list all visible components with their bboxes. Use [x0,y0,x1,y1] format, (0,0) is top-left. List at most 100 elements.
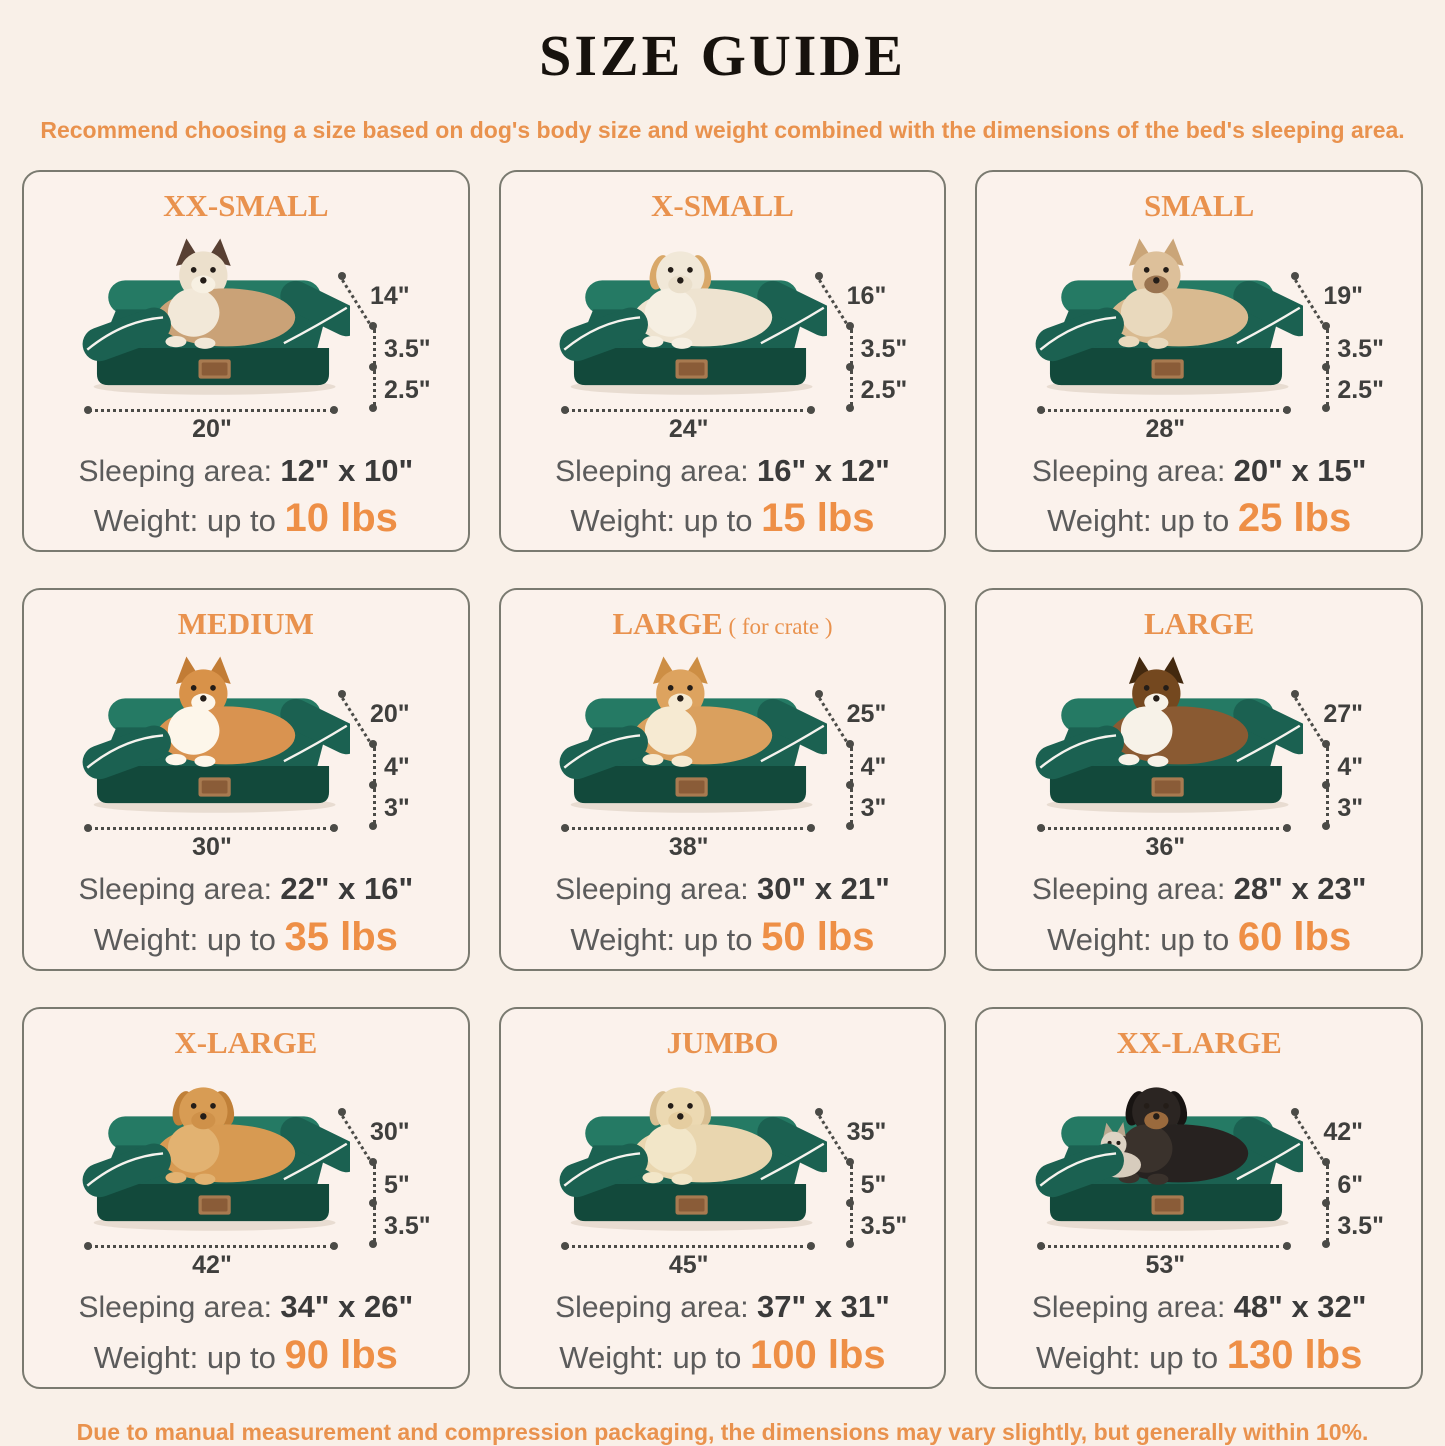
page-footer: Due to manual measurement and compressio… [0,1419,1445,1446]
size-card-title: LARGE ( for crate ) [509,606,937,642]
bed-illustration: 25" 4" 3" 38" [509,644,937,870]
dimension-dot [814,1108,823,1117]
weight-line: Weight: up to 90 lbs [32,1329,460,1381]
weight-label: Weight: [559,1340,664,1376]
weight-value: 10 lbs [284,496,398,541]
size-name: LARGE [1144,606,1255,642]
dog-bed-image [76,232,350,403]
diagonal-dimension-label: 35" [846,1118,887,1147]
weight-label: Weight: [570,921,675,957]
bed-illustration: 19" 3.5" 2.5" 28" [985,226,1413,452]
width-dimension-line [88,1245,334,1249]
sleeping-area-label: Sleeping area: [1031,1291,1226,1325]
base-height-label: 3.5" [1337,1212,1384,1241]
bolster-height-dimension-line [849,328,853,365]
width-dimension-label: 28" [1145,414,1186,443]
dimension-dot [369,362,377,371]
dimension-dot [84,405,92,414]
sleeping-area-label: Sleeping area: [78,873,272,907]
sleeping-area-label: Sleeping area: [555,1291,749,1325]
base-height-label: 2.5" [860,375,908,404]
dimension-dot [814,690,823,699]
width-dimension-line [1041,1245,1288,1249]
dimension-dot [369,403,377,412]
weight-value: 100 lbs [750,1333,886,1378]
sleeping-area-line: Sleeping area: 30" x 21" [509,870,937,909]
width-dimension-label: 45" [668,1251,709,1280]
sleeping-area-label: Sleeping area: [555,873,749,907]
diagonal-dimension-label: 25" [846,700,887,729]
dog-bed-image [553,650,827,821]
weight-label: Weight: [93,1340,199,1376]
dimension-dot [1322,740,1331,749]
width-dimension-line [564,408,811,412]
width-dimension-label: 24" [668,414,709,443]
bolster-height-dimension-line [1326,747,1330,784]
base-height-dimension-line [1326,369,1330,406]
sleeping-area-line: Sleeping area: 28" x 23" [985,870,1413,909]
weight-value: 130 lbs [1226,1333,1363,1378]
base-height-label: 2.5" [1337,375,1384,404]
dog-bed-image [76,1068,350,1239]
sleeping-area-line: Sleeping area: 20" x 15" [985,452,1413,491]
weight-line: Weight: up to 60 lbs [985,911,1413,963]
dimension-dot [338,1108,346,1117]
weight-label: Weight: [570,503,675,539]
size-card-title: LARGE [985,606,1413,642]
dimension-dot [330,405,338,414]
sleeping-area-line: Sleeping area: 34" x 26" [32,1288,460,1327]
dimension-dot [1322,781,1331,790]
sleeping-area-label: Sleeping area: [555,454,749,488]
weight-prefix: up to [683,503,753,539]
dimension-dot [1322,321,1331,330]
bed-illustration: 20" 4" 3" 30" [32,644,460,870]
size-card-title: X-LARGE [32,1025,460,1061]
size-name: SMALL [1144,188,1255,223]
dimension-dot [845,1199,854,1208]
page-header: SIZE GUIDE Recommend choosing a size bas… [0,0,1445,144]
base-height-dimension-line [373,369,376,406]
sleeping-area-label: Sleeping area: [78,454,272,488]
size-card: X-SMALL 16" 3.5" [498,170,947,553]
dimension-dot [1322,822,1331,831]
sleeping-area-value: 12" x 10" [280,452,414,488]
weight-label: Weight: [93,503,199,539]
dimension-dot [338,271,346,280]
dimension-dot [369,1240,377,1249]
base-height-dimension-line [1326,1206,1330,1243]
sleeping-area-value: 48" x 32" [1233,1289,1367,1325]
weight-value: 15 lbs [761,496,875,541]
base-height-label: 2.5" [384,375,431,404]
dimension-dot [845,1158,854,1167]
dimension-dot [1322,1158,1331,1167]
weight-value: 60 lbs [1237,914,1352,959]
dimension-dot [814,271,823,280]
base-height-label: 3" [860,794,887,823]
dimension-dot [1322,1199,1331,1208]
dimension-dot [369,781,377,790]
dimension-dot [84,1242,92,1251]
weight-prefix: up to [672,1340,742,1376]
bolster-height-dimension-line [849,747,853,784]
base-height-dimension-line [849,1206,853,1243]
weight-label: Weight: [93,921,199,957]
dimension-dot [369,740,377,749]
bolster-height-label: 4" [860,753,887,782]
size-card: X-LARGE 30" 5" [22,1006,470,1390]
dimension-dot [1283,824,1292,833]
bolster-height-dimension-line [373,328,376,365]
sleeping-area-label: Sleeping area: [78,1291,272,1325]
dog-bed-image [1029,650,1304,821]
size-card: SMALL 19" 3.5" [975,170,1423,553]
dimension-dot [1283,405,1292,414]
weight-line: Weight: up to 25 lbs [985,492,1413,544]
bed-illustration: 16" 3.5" 2.5" 24" [509,226,937,452]
width-dimension-line [88,827,334,831]
base-height-label: 3.5" [860,1212,908,1241]
dog-bed-image [76,650,350,821]
base-height-dimension-line [1326,788,1330,825]
base-height-label: 3.5" [384,1212,431,1241]
dog-bed-image [553,232,827,403]
width-dimension-line [564,1245,811,1249]
weight-line: Weight: up to 130 lbs [985,1329,1413,1381]
